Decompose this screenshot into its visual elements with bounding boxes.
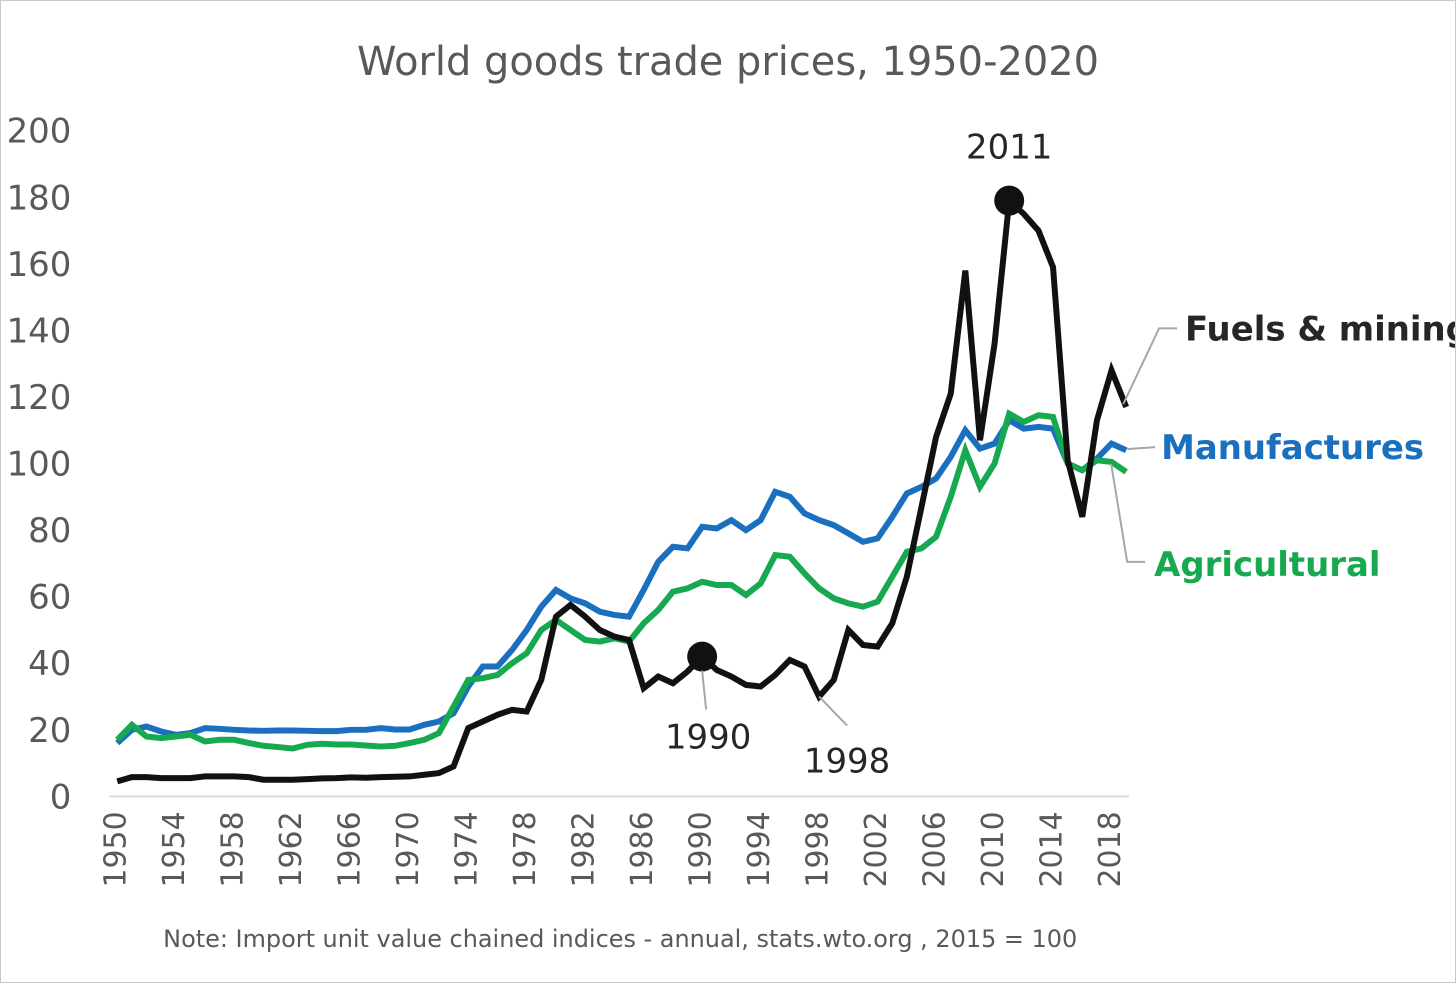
series-line-manufactures <box>115 416 1128 746</box>
y-axis-ticks: 0 20 40 60 80 100 120 140 160 180 200 <box>7 113 72 818</box>
legend-label-manufactures: Manufactures <box>1161 429 1424 468</box>
x-tick-label: 1994 <box>742 811 777 887</box>
annotation-label-2011: 2011 <box>966 129 1052 168</box>
x-tick-label: 1962 <box>274 811 309 887</box>
series-line-fuels-mining <box>116 194 1129 785</box>
x-tick-label: 2018 <box>1093 811 1128 887</box>
legend-label-fuels: Fuels & mining <box>1185 310 1456 349</box>
series-line-agricultural <box>115 409 1128 752</box>
x-tick-label: 2010 <box>976 811 1011 887</box>
y-tick-label: 0 <box>50 778 72 817</box>
annotation-marker-1990 <box>687 641 718 672</box>
y-tick-label: 180 <box>7 179 72 218</box>
annotation-label-1990: 1990 <box>665 718 751 757</box>
y-tick-label: 120 <box>7 379 72 418</box>
annotation-label-1998: 1998 <box>804 742 890 781</box>
x-tick-label: 2006 <box>918 811 953 887</box>
annotation-leader-1998 <box>818 695 848 727</box>
annotation-layer: 2011 1990 1998 <box>665 129 1052 782</box>
x-axis-ticks: 1950 1954 1958 1962 1966 1970 1974 1978 1982 1986… <box>99 811 1128 887</box>
annotation-leader-1990 <box>701 670 708 710</box>
legend-leader-agricultural <box>1110 463 1146 563</box>
y-tick-label: 140 <box>7 312 72 351</box>
x-tick-label: 1978 <box>508 811 543 887</box>
x-tick-label: 1974 <box>450 811 485 887</box>
y-tick-label: 160 <box>7 246 72 285</box>
x-tick-label: 1966 <box>333 811 368 887</box>
series-layer <box>115 194 1129 785</box>
x-tick-label: 1958 <box>216 811 251 887</box>
x-tick-label: 2014 <box>1035 811 1070 887</box>
chart-note: Note: Import unit value chained indices … <box>163 925 1077 953</box>
legend-label-agricultural: Agricultural <box>1154 546 1380 585</box>
y-tick-label: 40 <box>28 645 71 684</box>
y-tick-label: 100 <box>7 446 72 485</box>
x-tick-label: 1982 <box>567 811 602 887</box>
legend-leader-manufactures <box>1127 446 1156 451</box>
x-tick-label: 1970 <box>391 811 426 887</box>
y-tick-label: 200 <box>7 113 72 152</box>
x-tick-label: 1998 <box>801 811 836 887</box>
x-tick-label: 1950 <box>99 811 134 887</box>
y-tick-label: 20 <box>28 712 71 751</box>
x-tick-label: 1986 <box>625 811 660 887</box>
legend-leader-fuels <box>1122 327 1178 405</box>
annotation-marker-2011 <box>994 185 1025 216</box>
x-tick-label: 1954 <box>157 811 192 887</box>
x-tick-label: 1990 <box>684 811 719 887</box>
chart-title: World goods trade prices, 1950-2020 <box>357 39 1099 85</box>
y-tick-label: 80 <box>28 512 71 551</box>
x-tick-label: 2002 <box>859 811 894 887</box>
y-tick-label: 60 <box>28 579 71 618</box>
